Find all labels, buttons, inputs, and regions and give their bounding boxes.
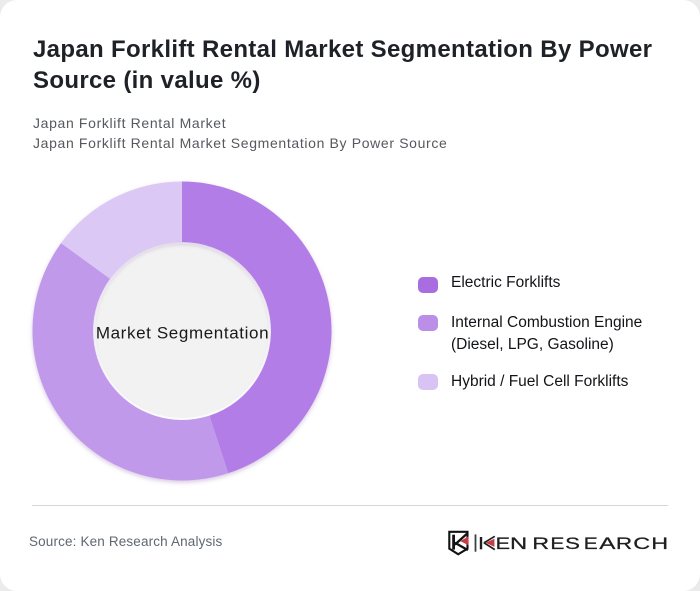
- svg-text:S: S: [565, 534, 580, 553]
- svg-text:H: H: [651, 534, 668, 553]
- svg-text:Market Segmentation: Market Segmentation: [96, 324, 269, 343]
- svg-text:N: N: [510, 534, 527, 553]
- svg-text:A: A: [599, 534, 616, 553]
- svg-text:E: E: [496, 534, 510, 553]
- svg-text:R: R: [616, 534, 632, 553]
- svg-text:E: E: [584, 534, 598, 553]
- svg-text:R: R: [532, 534, 549, 553]
- svg-text:E: E: [550, 534, 564, 553]
- svg-text:C: C: [633, 534, 650, 553]
